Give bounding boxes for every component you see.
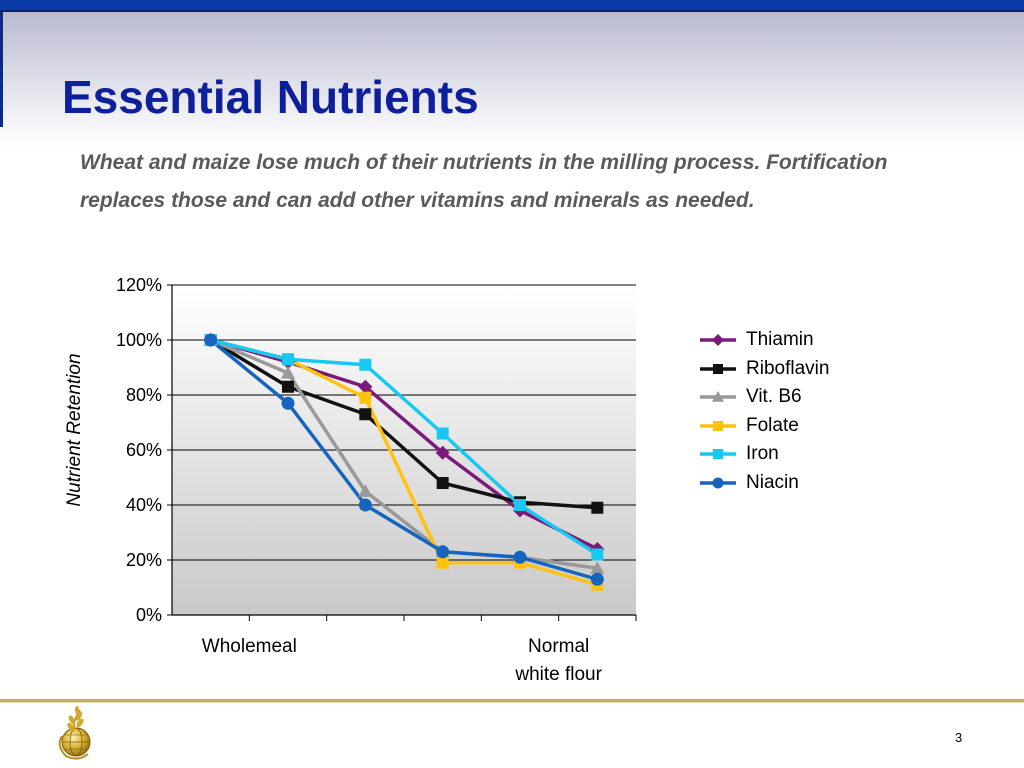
data-point-square	[436, 427, 449, 440]
legend-item: Iron	[700, 440, 829, 469]
data-point-square	[359, 408, 372, 421]
legend-item: Niacin	[700, 469, 829, 498]
data-point-square	[359, 358, 372, 371]
data-point-circle	[358, 498, 372, 512]
data-point-circle	[590, 572, 604, 586]
series-line-iron	[210, 338, 599, 556]
x-category-label: Normal	[528, 636, 589, 657]
series-line-niacin	[209, 338, 598, 581]
footer-line-accent	[0, 702, 1024, 703]
data-point-square	[591, 501, 604, 514]
data-point-square	[591, 548, 604, 561]
slide-title: Essential Nutrients	[62, 71, 479, 123]
y-axis-title-text: Nutrient Retention	[64, 353, 85, 507]
legend-swatch	[700, 477, 736, 489]
data-point-square	[436, 477, 449, 489]
series-line-thiamin	[210, 338, 599, 551]
legend-item: Riboflavin	[700, 355, 829, 384]
legend-swatch	[700, 449, 736, 460]
legend-swatch	[700, 363, 736, 374]
y-tick-label: 80%	[126, 385, 162, 405]
data-point-square	[713, 449, 723, 460]
chart-legend: Thiamin Riboflavin Vit. B6 Folate Iron Niacin	[700, 326, 829, 497]
x-category-label: white flour	[514, 664, 602, 685]
legend-label: Iron	[746, 443, 779, 465]
data-point-square	[713, 363, 723, 374]
data-point-square	[282, 353, 294, 366]
y-tick-label: 20%	[126, 550, 162, 570]
y-tick-label: 0%	[136, 605, 162, 625]
footer-line	[0, 699, 1024, 702]
y-tick-label: 40%	[126, 495, 162, 515]
data-point-diamond	[435, 445, 450, 460]
data-point-square	[436, 556, 449, 569]
legend-swatch	[700, 391, 736, 403]
data-point-triangle	[590, 561, 605, 574]
legend-item: Vit. B6	[700, 383, 829, 412]
legend-item: Thiamin	[700, 326, 829, 355]
data-point-square	[713, 420, 723, 431]
line-chart: 0% 20% 40% 60% 80% 100% 120% Wholemeal Normal whi…	[116, 275, 637, 685]
data-point-square	[514, 499, 526, 511]
series-line-vit-b6	[209, 338, 598, 570]
header-band	[0, 12, 1024, 147]
data-point-circle	[204, 333, 218, 347]
x-category-label: Wholemeal	[202, 636, 297, 657]
page-number: 3	[955, 730, 963, 745]
y-tick-label: 100%	[116, 330, 162, 350]
data-point-circle	[513, 550, 527, 564]
legend-item: Folate	[700, 412, 829, 441]
data-point-square	[282, 380, 294, 393]
legend-swatch	[700, 420, 736, 431]
data-point-circle	[281, 396, 295, 410]
data-point-triangle	[281, 366, 295, 379]
chart-area: 0% 20% 40% 60% 80% 100% 120% Wholemeal Normal whi…	[0, 260, 1024, 700]
data-point-triangle	[358, 484, 373, 497]
legend-label: Folate	[746, 414, 799, 436]
wheat-globe-logo	[52, 706, 98, 762]
legend-swatch	[700, 334, 736, 347]
series-line-riboflavin	[209, 338, 598, 510]
legend-label: Vit. B6	[746, 386, 802, 408]
data-point-square	[359, 391, 372, 404]
slide-subtitle: Wheat and maize lose much of their nutri…	[80, 151, 888, 212]
data-point-circle	[712, 477, 724, 489]
data-point-triangle	[712, 391, 724, 403]
data-point-diamond	[358, 379, 373, 394]
y-tick-label: 60%	[126, 440, 162, 460]
legend-label: Thiamin	[746, 329, 814, 351]
y-tick-label: 120%	[116, 275, 162, 295]
data-point-diamond	[712, 334, 724, 347]
legend-label: Riboflavin	[746, 357, 830, 379]
top-bar	[0, 0, 1024, 10]
top-bar-line	[0, 10, 1024, 12]
left-accent	[0, 12, 3, 127]
data-point-circle	[436, 545, 450, 559]
legend-label: Niacin	[746, 471, 799, 493]
